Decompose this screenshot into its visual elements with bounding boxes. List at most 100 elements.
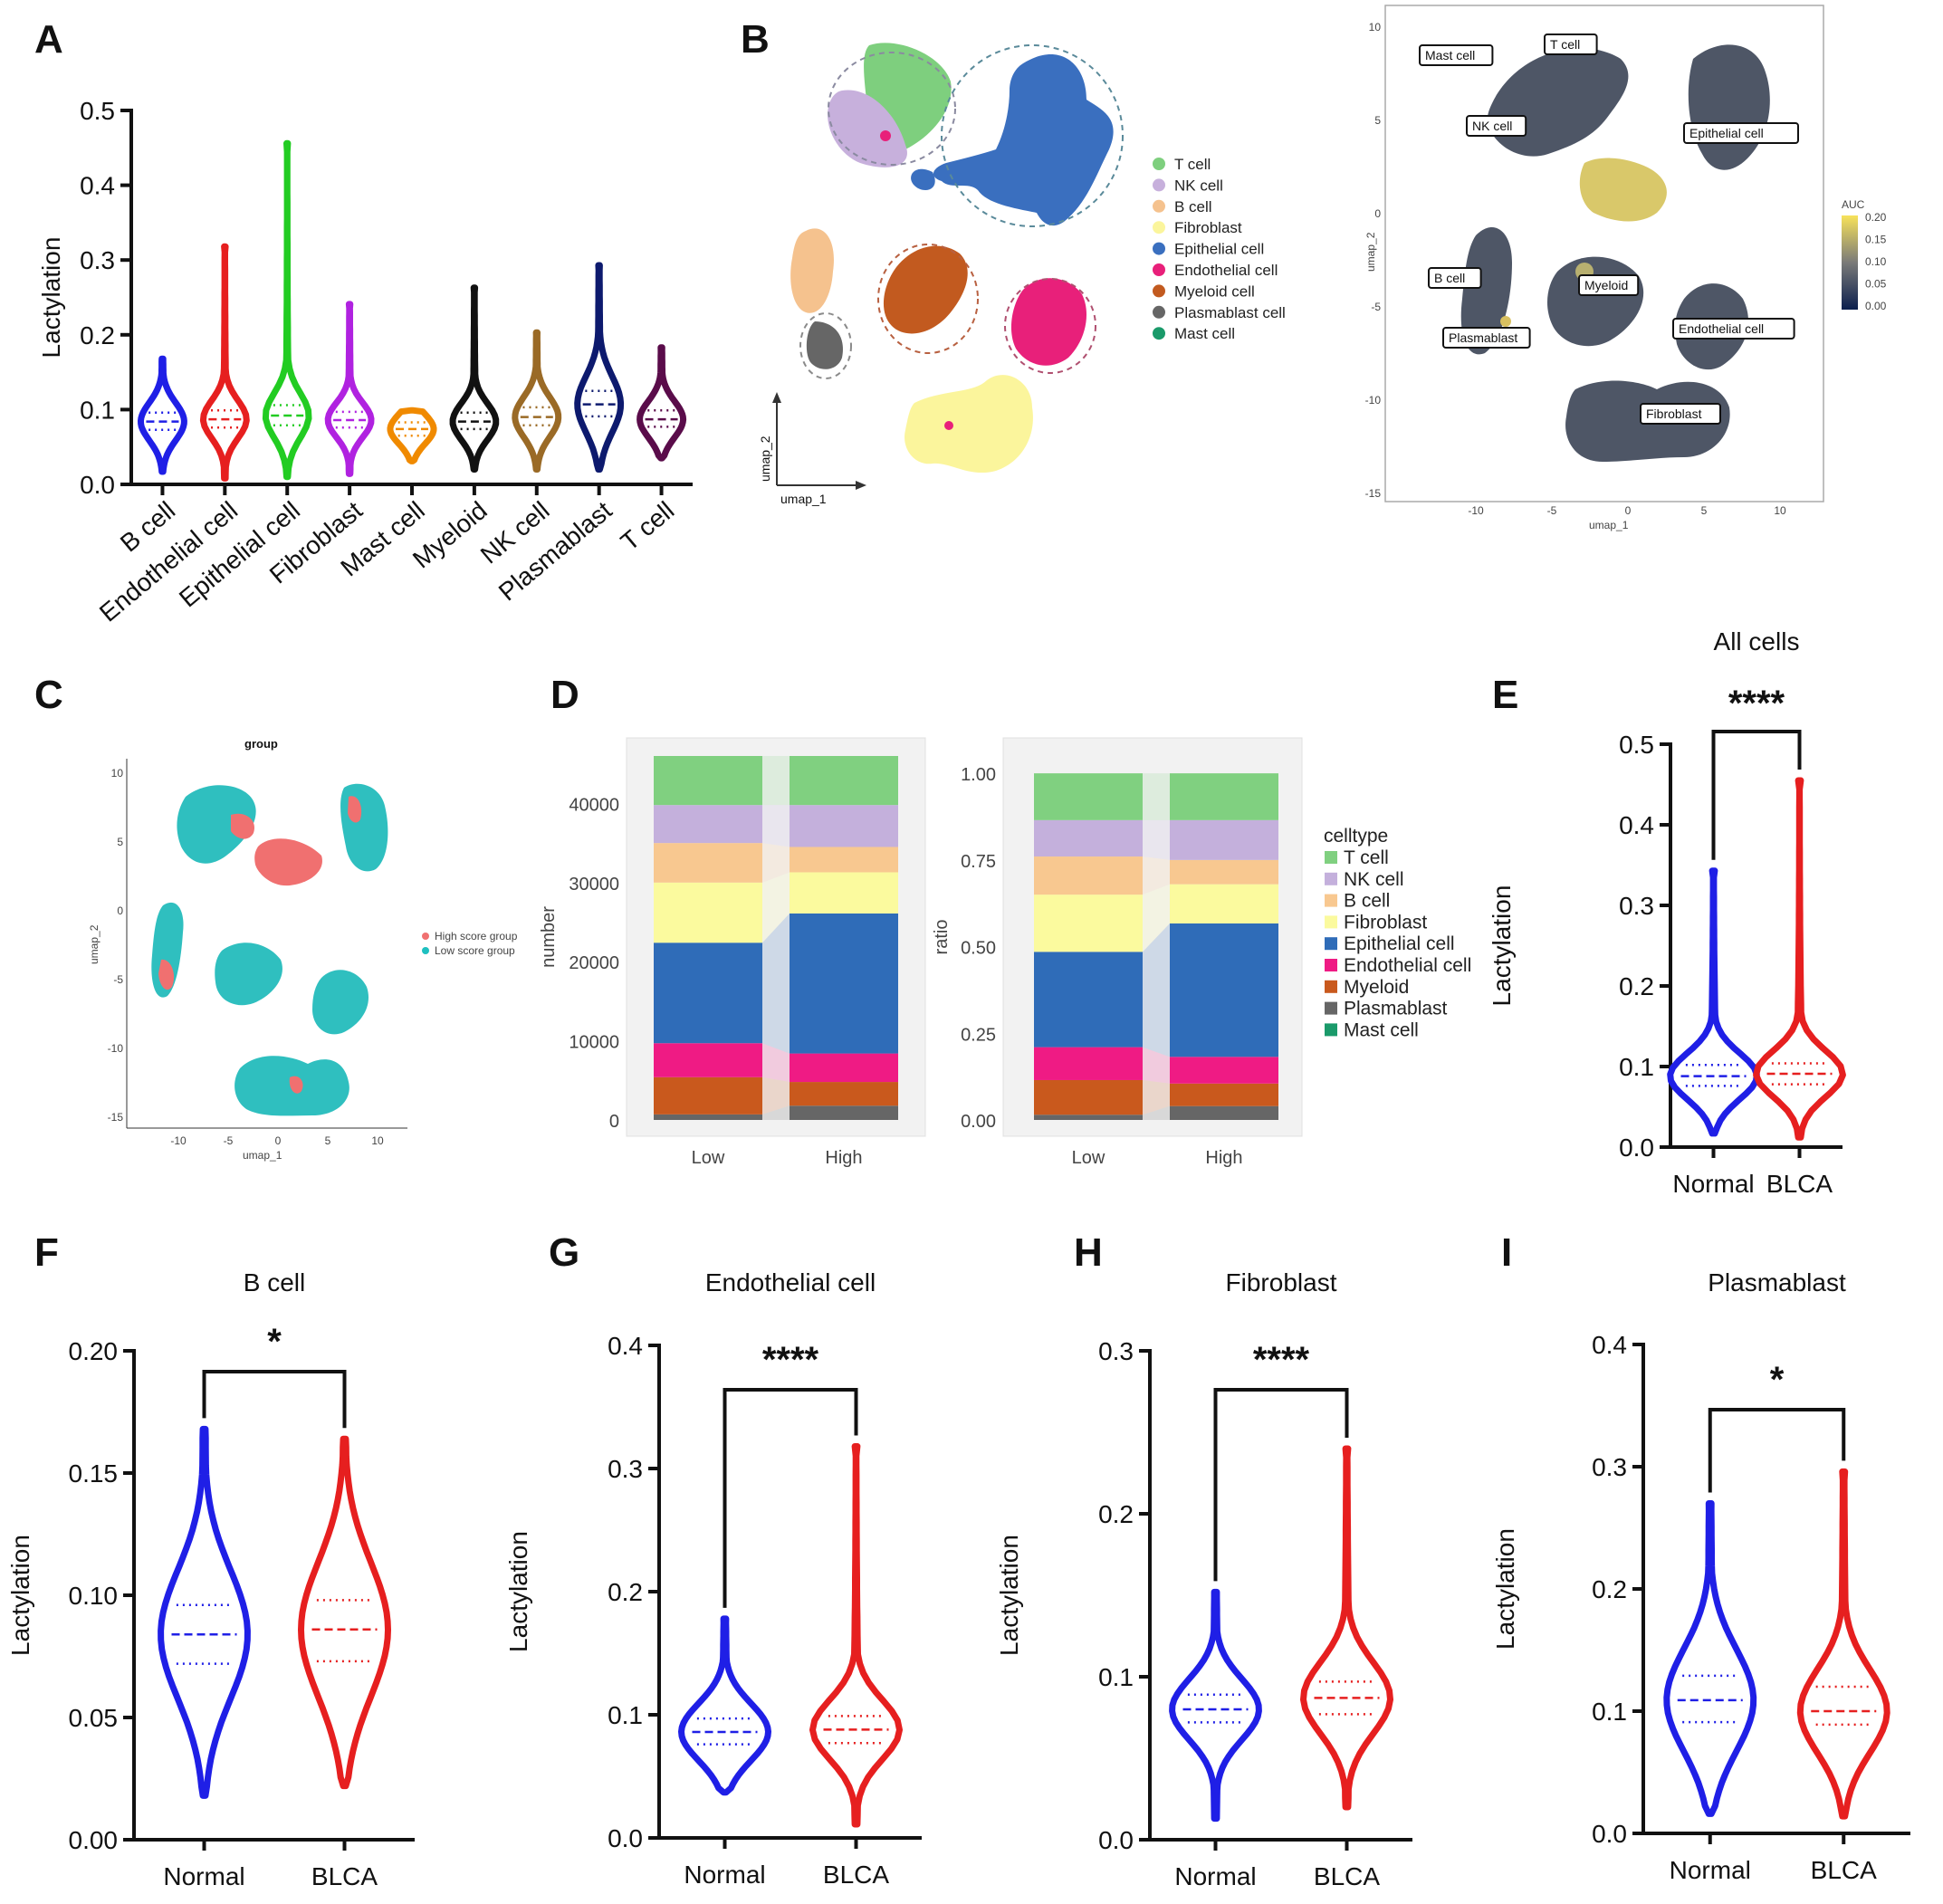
- y-tick-label: 0.3: [1592, 1453, 1627, 1481]
- panel-c-y-tick: 10: [111, 767, 124, 780]
- y-tick-label: 0.1: [608, 1701, 643, 1729]
- legend-swatch: [1325, 894, 1337, 907]
- panel-c-y-tick: -10: [108, 1042, 124, 1055]
- category-label: BLCA: [311, 1862, 378, 1890]
- legend-label: Myeloid cell: [1174, 282, 1255, 300]
- violin-chart-i: Plasmablast 0.0 0.1 0.2 0.3 0.4 Lactylation Nor…: [1491, 1268, 1910, 1884]
- violin-normal: [158, 1425, 251, 1799]
- violin-epithelial-cell: [262, 139, 312, 481]
- auc-label: Endothelial cell: [1679, 321, 1764, 336]
- bar-segment-epithelial-cell: [1170, 923, 1278, 1057]
- auc-x-tick: 10: [1774, 504, 1786, 517]
- bar-segment-b-cell: [654, 843, 762, 883]
- auc-colorbar-tick: 0.05: [1865, 278, 1887, 291]
- umap-x-label: umap_1: [780, 492, 827, 506]
- y-tick-label: 0.10: [69, 1582, 119, 1610]
- bar-segment-t-cell: [1034, 773, 1143, 820]
- auc-colorbar-tick: 0.00: [1865, 300, 1887, 312]
- flow-ribbon: [762, 1043, 790, 1083]
- y-tick-label: 0.1: [1098, 1663, 1134, 1691]
- auc-label: Myeloid: [1584, 278, 1628, 292]
- legend-dot: [1153, 178, 1165, 192]
- chart-title: Endothelial cell: [705, 1268, 876, 1296]
- auc-y-label: umap_2: [1364, 232, 1377, 272]
- y-axis-label: number: [539, 906, 559, 968]
- bar-segment-nk-cell: [654, 805, 762, 844]
- panel-c-x-tick: 5: [325, 1134, 331, 1147]
- panel-c-x-tick: -5: [224, 1134, 234, 1147]
- y-tick-label: 0.00: [961, 1112, 996, 1132]
- y-tick-label: 0.1: [1592, 1698, 1627, 1726]
- legend-swatch: [1325, 1023, 1337, 1037]
- y-axis-label: ratio: [932, 920, 952, 955]
- legend-dot: [1153, 284, 1165, 298]
- bar-segment-myeloid: [790, 1082, 898, 1106]
- flow-ribbon: [762, 843, 790, 883]
- panel-label-e: E: [1492, 673, 1518, 717]
- y-axis-label: Lactylation: [1488, 885, 1516, 1007]
- significance-stars: *: [267, 1322, 282, 1362]
- auc-colorbar: [1842, 215, 1858, 310]
- panel-c-axis-ticks: -10 -5 0 5 10 10 5 0 -5 -10 -15: [108, 767, 384, 1147]
- panel-c-y-tick: -15: [108, 1111, 124, 1124]
- flow-ribbon: [1143, 773, 1170, 820]
- y-tick-label: 0.1: [1619, 1053, 1654, 1081]
- significance-bracket: [1708, 1408, 1846, 1493]
- violin-t-cell: [636, 344, 687, 462]
- legend-label: Mast cell: [1344, 1019, 1419, 1040]
- bar-segment-plasmablast: [1034, 1115, 1143, 1120]
- auc-label-box: [1683, 122, 1799, 144]
- chart-title: Plasmablast: [1708, 1268, 1846, 1296]
- auc-y-tick: 10: [1369, 21, 1382, 33]
- flow-ribbon: [762, 756, 790, 806]
- violin-normal: [1169, 1588, 1262, 1823]
- bar-segment-plasmablast: [790, 1105, 898, 1120]
- bar-segment-nk-cell: [1170, 819, 1278, 860]
- bar-segment-fibroblast: [790, 872, 898, 914]
- violin-normal: [678, 1615, 771, 1796]
- y-tick-label: 0.50: [961, 939, 996, 959]
- y-axis-label: Lactylation: [6, 1535, 34, 1656]
- auc-colorbar-tick: 0.10: [1865, 255, 1887, 268]
- auc-colorbar-tick: 0.20: [1865, 211, 1887, 224]
- legend-swatch: [1325, 1001, 1337, 1015]
- y-tick-label: 0.00: [69, 1826, 119, 1854]
- y-tick-label: 0.4: [1592, 1331, 1627, 1359]
- significance-stars: ****: [1728, 684, 1785, 723]
- auc-label: NK cell: [1472, 119, 1512, 133]
- auc-colorbar-ticks: 0.20 0.15 0.10 0.05 0.00: [1865, 211, 1887, 312]
- legend-dot: [1153, 327, 1165, 340]
- auc-label: Plasmablast: [1449, 330, 1517, 345]
- flow-ribbon: [1143, 884, 1170, 952]
- bar-segment-nk-cell: [1034, 819, 1143, 857]
- panel-c-y-label: umap_2: [88, 924, 100, 964]
- bar-segment-endothelial-cell: [654, 1043, 762, 1077]
- legend-swatch: [1325, 937, 1337, 951]
- panel-c-x-tick: -10: [170, 1134, 187, 1147]
- bar-segment-fibroblast: [654, 882, 762, 943]
- auc-cluster-labels: Mast cell T cell NK cell Epithelial cell B c…: [1419, 33, 1799, 425]
- y-axis-label: Lactylation: [37, 237, 65, 359]
- auc-axis-ticks: -10 -5 0 5 10 10 5 0 -5 -10 -15: [1365, 21, 1786, 517]
- y-tick-label: 20000: [569, 953, 619, 973]
- flow-ribbon: [762, 1105, 790, 1120]
- panel-label-d: D: [550, 673, 579, 717]
- category-label: Low: [692, 1148, 725, 1168]
- cluster-b-cell: [790, 228, 834, 313]
- bar-segment-b-cell: [790, 847, 898, 873]
- bar-segment-myeloid: [654, 1076, 762, 1115]
- significance-bracket: [202, 1370, 347, 1429]
- bar-segment-fibroblast: [1170, 884, 1278, 923]
- bar-segment-plasmablast: [654, 1114, 762, 1120]
- legend-label: High score group: [435, 930, 518, 942]
- legend-label: Mast cell: [1174, 325, 1235, 342]
- panel-c-y-tick: -5: [113, 973, 123, 986]
- y-tick-label: 0.0: [1619, 1134, 1654, 1162]
- legend-swatch: [1325, 915, 1337, 929]
- flow-ribbon: [1143, 923, 1170, 1057]
- y-tick-label: 0.1: [80, 396, 115, 424]
- y-tick-label: 1.00: [961, 765, 996, 785]
- panel-c-title: group: [244, 737, 278, 751]
- violin-plasmablast: [574, 262, 625, 473]
